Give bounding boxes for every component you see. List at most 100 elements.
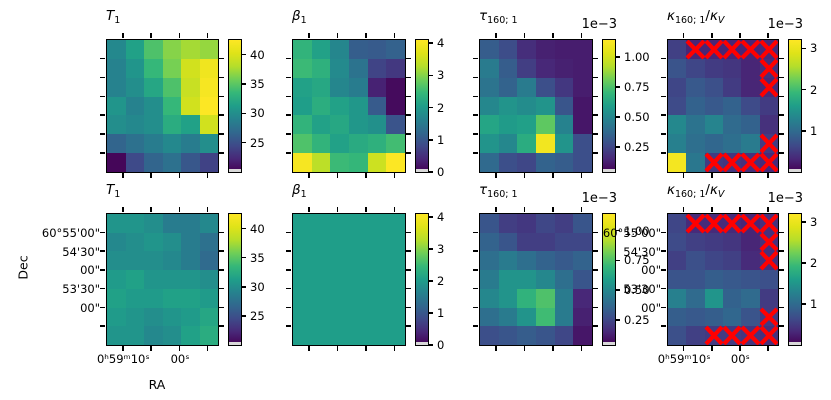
heatmap-cell: [516, 232, 536, 251]
y-axis-tick: [219, 269, 224, 271]
colorbar-tick-label: 3: [810, 41, 818, 56]
colorbar-under-strip: [228, 168, 241, 172]
y-axis-tick: [219, 231, 224, 234]
dec-tick-label: 00": [80, 263, 100, 278]
heatmap-cell: [535, 325, 555, 345]
heatmap-cell: [199, 133, 218, 153]
heatmap-cell: [704, 39, 723, 59]
heatmap-cell: [143, 58, 163, 78]
title-segment: 1: [300, 189, 307, 200]
x-axis-tick: [711, 207, 713, 212]
heatmap-cell: [759, 96, 778, 115]
colorbar-beta1-bottom: [414, 212, 429, 346]
colorbar-tick: [802, 221, 807, 223]
heatmap-cell: [572, 114, 592, 134]
heatmap-cell: [106, 133, 126, 153]
colorbar-tick: [616, 86, 621, 88]
y-axis-tick: [779, 250, 784, 252]
heatmap-cell: [685, 152, 705, 172]
heatmap-cell: [498, 325, 517, 345]
heatmap-cell: [479, 232, 499, 251]
heatmap-cell: [162, 114, 181, 134]
heatmap-cell: [554, 77, 573, 97]
y-axis-tick: [593, 76, 598, 79]
x-axis-tick: [523, 33, 526, 38]
heatmap-cell: [348, 58, 368, 78]
y-axis-tick: [286, 95, 291, 98]
heatmap-cell: [367, 114, 386, 134]
heatmap-cell: [535, 213, 555, 233]
heatmap-cell: [572, 39, 592, 59]
panel-title: T1: [106, 183, 120, 201]
y-axis-tick: [286, 269, 291, 271]
heatmap-cell: [704, 96, 723, 115]
heatmap-cell: [759, 307, 778, 326]
x-axis-tick: [767, 207, 769, 212]
heatmap-cell: [292, 269, 312, 289]
colorbar-tick: [616, 56, 621, 58]
heatmap-cell: [667, 77, 686, 97]
heatmap-cell: [535, 307, 555, 326]
heatmap-cell: [498, 58, 517, 78]
colorbar-tick: [242, 227, 247, 230]
heatmap-panel-kappa160-top: [661, 33, 784, 178]
heatmap-cell: [180, 96, 200, 115]
heatmap-cell: [199, 96, 218, 115]
dec-tick-label: 00": [641, 263, 661, 278]
x-axis-tick: [523, 346, 526, 351]
heatmap-cell: [143, 133, 163, 153]
heatmap-cell: [704, 269, 723, 289]
y-axis-tick: [593, 57, 598, 60]
y-axis-tick: [661, 76, 666, 79]
heatmap-cell: [667, 213, 686, 233]
heatmap-cell: [162, 96, 181, 115]
heatmap-cell: [759, 250, 778, 270]
heatmap-cell: [535, 133, 555, 153]
heatmap-cell: [385, 133, 405, 153]
y-axis-tick: [219, 95, 224, 98]
heatmap-cell: [722, 152, 741, 172]
y-axis-tick: [661, 325, 666, 327]
title-segment: 1: [114, 15, 121, 26]
colorbar-tick: [429, 248, 434, 250]
heatmap-cell: [125, 213, 144, 233]
y-axis-tick: [779, 231, 784, 234]
heatmap-cell: [329, 114, 349, 134]
colorbar-tick-label: 0.25: [624, 139, 650, 154]
y-axis-tick: [779, 325, 784, 327]
ra-axis-label: RA: [148, 377, 166, 392]
colorbar-under-strip: [415, 168, 428, 172]
heatmap-cell: [385, 213, 405, 233]
heatmap-cell: [199, 232, 218, 251]
heatmap-cell: [348, 325, 368, 345]
heatmap-cell: [572, 269, 592, 289]
heatmap-cell: [311, 39, 330, 59]
y-axis-tick: [473, 306, 478, 309]
heatmap-cell: [479, 39, 499, 59]
heatmap-cell: [722, 77, 741, 97]
heatmap-cell: [498, 114, 517, 134]
y-axis-tick: [219, 250, 224, 252]
x-axis-tick: [308, 173, 310, 178]
heatmap-cell: [667, 288, 686, 308]
heatmap-cell: [704, 288, 723, 308]
heatmap-cell: [685, 58, 705, 78]
x-axis-tick: [682, 173, 685, 178]
heatmap-cell: [180, 77, 200, 97]
x-axis-tick: [206, 346, 209, 351]
x-axis-tick: [523, 207, 526, 212]
heatmap-cell: [516, 269, 536, 289]
heatmap-cell: [199, 307, 218, 326]
heatmap-cell: [367, 213, 386, 233]
x-axis-tick: [308, 207, 310, 212]
x-axis-tick: [365, 173, 367, 178]
y-axis-tick: [661, 269, 666, 271]
heatmap-cell: [125, 77, 144, 97]
heatmap-cell: [143, 250, 163, 270]
colorbar-offset-label: 1e−3: [767, 17, 803, 32]
heatmap-cell: [385, 58, 405, 78]
x-axis-tick: [767, 33, 769, 38]
heatmap-cell: [479, 325, 499, 345]
heatmap-cell: [125, 133, 144, 153]
y-axis-tick: [100, 133, 105, 135]
